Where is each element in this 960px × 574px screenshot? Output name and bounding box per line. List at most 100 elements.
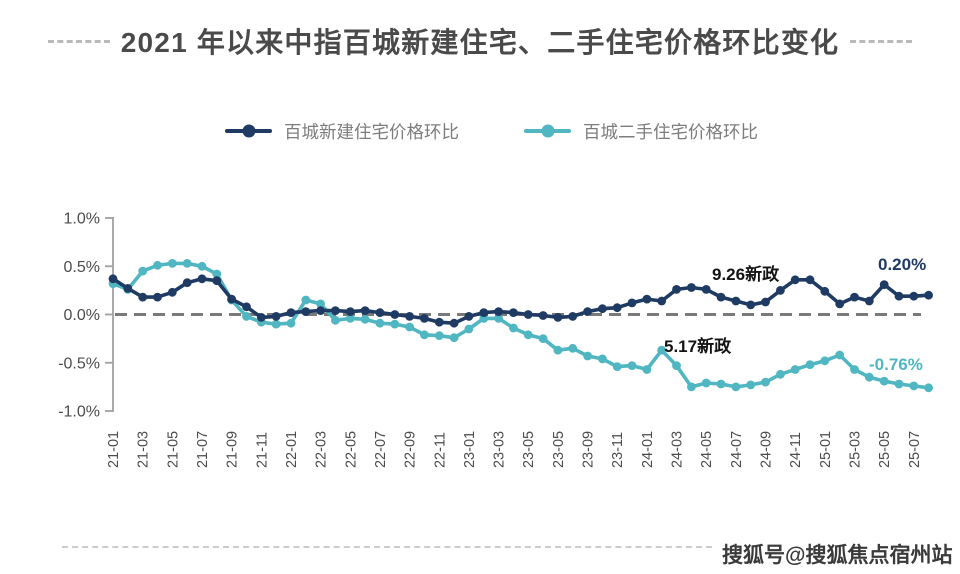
y-tick-label: -0.5% bbox=[58, 355, 100, 372]
data-point bbox=[523, 330, 533, 340]
x-tick-label: 22-07 bbox=[373, 431, 389, 468]
data-point bbox=[879, 376, 889, 386]
data-point bbox=[864, 372, 874, 382]
data-point bbox=[850, 292, 859, 302]
data-point bbox=[657, 296, 667, 306]
x-tick-label: 23-05 bbox=[521, 431, 537, 468]
x-tick-label: 24-07 bbox=[729, 431, 745, 468]
bottom-divider-dashed bbox=[62, 546, 712, 548]
data-point bbox=[835, 350, 845, 360]
data-point bbox=[301, 295, 311, 305]
data-point bbox=[331, 306, 340, 315]
x-tick-label: 21-01 bbox=[106, 431, 122, 468]
data-point bbox=[820, 356, 830, 366]
data-point bbox=[316, 306, 325, 315]
data-point bbox=[687, 382, 696, 392]
data-point bbox=[538, 334, 548, 343]
data-point bbox=[672, 285, 681, 294]
x-tick-label: 22-05 bbox=[343, 431, 359, 468]
data-point bbox=[464, 324, 474, 334]
data-point bbox=[345, 314, 355, 323]
x-tick-label: 21-03 bbox=[136, 431, 152, 468]
data-point bbox=[746, 380, 756, 390]
data-point bbox=[464, 312, 474, 321]
annotation-policy-926: 9.26新政 bbox=[712, 265, 780, 284]
data-point bbox=[790, 365, 800, 374]
data-point bbox=[657, 345, 667, 355]
data-point bbox=[835, 299, 845, 309]
second-hand-series bbox=[108, 259, 933, 393]
data-point bbox=[627, 361, 637, 370]
data-point bbox=[286, 308, 296, 317]
data-point bbox=[449, 333, 459, 343]
annotation-new-home-last-value: 0.20% bbox=[878, 255, 927, 274]
x-tick-label: 21-11 bbox=[254, 432, 270, 468]
second-hand-dot-icon bbox=[541, 124, 554, 138]
legend-item-new-home: 百城新建住宅价格环比 bbox=[225, 121, 459, 142]
data-point bbox=[864, 296, 874, 306]
data-point bbox=[420, 330, 429, 340]
data-point bbox=[271, 319, 281, 329]
x-tick-label: 24-11 bbox=[788, 432, 804, 468]
new-home-series bbox=[108, 274, 933, 328]
y-tick-label: 1.0% bbox=[64, 211, 100, 228]
data-point bbox=[242, 312, 251, 321]
data-point bbox=[212, 276, 222, 286]
data-point bbox=[167, 259, 177, 268]
x-tick-label: 24-05 bbox=[699, 431, 715, 468]
data-point bbox=[553, 345, 563, 355]
x-tick-label: 21-09 bbox=[225, 431, 241, 468]
data-point bbox=[894, 379, 904, 389]
data-point bbox=[701, 378, 711, 388]
data-point bbox=[642, 365, 652, 374]
title-left-dash bbox=[47, 39, 110, 43]
data-point bbox=[820, 286, 830, 296]
annotation-policy-517: 5.17新政 bbox=[664, 337, 732, 356]
data-point bbox=[360, 314, 370, 324]
data-point bbox=[167, 287, 177, 297]
data-point bbox=[197, 261, 207, 271]
data-point bbox=[138, 292, 148, 302]
data-point bbox=[687, 283, 696, 292]
data-point bbox=[494, 314, 503, 323]
data-point bbox=[242, 302, 251, 312]
data-point bbox=[850, 365, 859, 374]
data-point bbox=[924, 383, 933, 393]
new-home-dot-icon bbox=[242, 124, 255, 138]
data-point bbox=[434, 317, 444, 327]
x-tick-label: 21-07 bbox=[195, 431, 211, 468]
data-point bbox=[316, 299, 325, 309]
data-point bbox=[805, 275, 815, 285]
x-tick-label: 22-11 bbox=[432, 432, 448, 468]
data-point bbox=[509, 323, 518, 333]
data-point bbox=[790, 275, 800, 285]
data-point bbox=[642, 294, 652, 304]
data-point bbox=[390, 310, 400, 319]
data-point bbox=[583, 351, 592, 361]
data-point bbox=[509, 308, 518, 317]
data-point bbox=[672, 361, 681, 370]
data-point bbox=[449, 318, 459, 328]
y-tick-label: 0.0% bbox=[64, 307, 100, 324]
data-point bbox=[523, 310, 533, 319]
data-point bbox=[301, 307, 311, 316]
x-tick-label: 24-03 bbox=[670, 431, 686, 468]
data-point bbox=[331, 315, 340, 325]
data-point bbox=[598, 354, 607, 364]
x-tick-label: 23-11 bbox=[610, 432, 626, 468]
x-tick-label: 22-01 bbox=[284, 431, 300, 468]
data-point bbox=[879, 280, 889, 289]
data-point bbox=[598, 304, 607, 314]
data-point bbox=[701, 285, 711, 294]
second-hand-line-marker bbox=[524, 124, 571, 138]
data-point bbox=[153, 260, 162, 270]
x-tick-label: 25-07 bbox=[907, 431, 923, 468]
x-tick-label: 23-05 bbox=[551, 431, 567, 468]
new-home-line-marker bbox=[225, 124, 272, 138]
data-point bbox=[553, 313, 563, 322]
x-tick-label: 23-03 bbox=[492, 431, 508, 468]
legend-label-new-home: 百城新建住宅价格环比 bbox=[284, 121, 459, 142]
y-tick-label: -1.0% bbox=[58, 404, 100, 421]
data-point bbox=[494, 307, 503, 316]
